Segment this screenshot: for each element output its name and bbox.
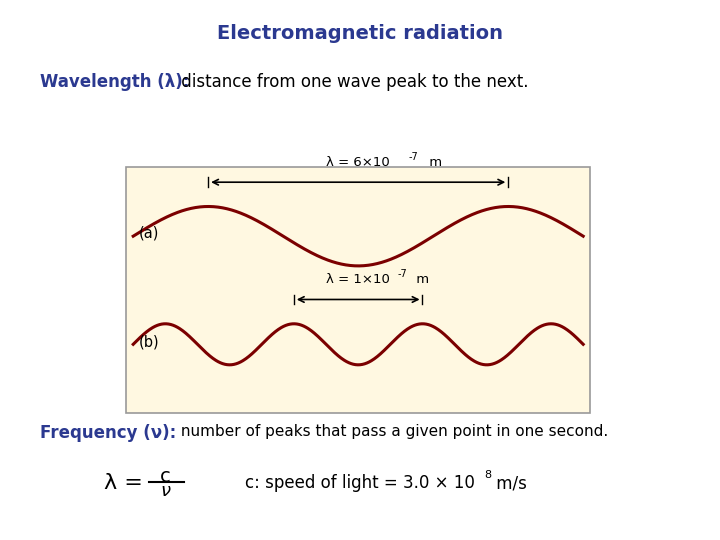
Text: c: speed of light = 3.0 × 10: c: speed of light = 3.0 × 10 [245, 474, 474, 492]
Text: λ =: λ = [104, 473, 143, 494]
Text: -7: -7 [409, 152, 418, 161]
Text: λ = 1×10: λ = 1×10 [326, 273, 390, 286]
Text: (a): (a) [139, 226, 159, 241]
Text: (b): (b) [139, 334, 160, 349]
Text: Electromagnetic radiation: Electromagnetic radiation [217, 24, 503, 43]
Text: λ = 6×10: λ = 6×10 [326, 156, 390, 168]
Text: -7: -7 [398, 269, 408, 279]
Text: number of peaks that pass a given point in one second.: number of peaks that pass a given point … [176, 424, 608, 439]
Text: 8: 8 [484, 470, 491, 480]
Text: m: m [426, 156, 442, 168]
Text: Wavelength (λ):: Wavelength (λ): [40, 73, 189, 91]
Text: Frequency (ν):: Frequency (ν): [40, 424, 176, 442]
Text: ν: ν [161, 482, 171, 501]
Text: m/s: m/s [491, 474, 527, 492]
Text: c: c [161, 467, 171, 486]
Text: distance from one wave peak to the next.: distance from one wave peak to the next. [176, 73, 529, 91]
Text: m: m [413, 273, 429, 286]
FancyBboxPatch shape [126, 167, 590, 413]
